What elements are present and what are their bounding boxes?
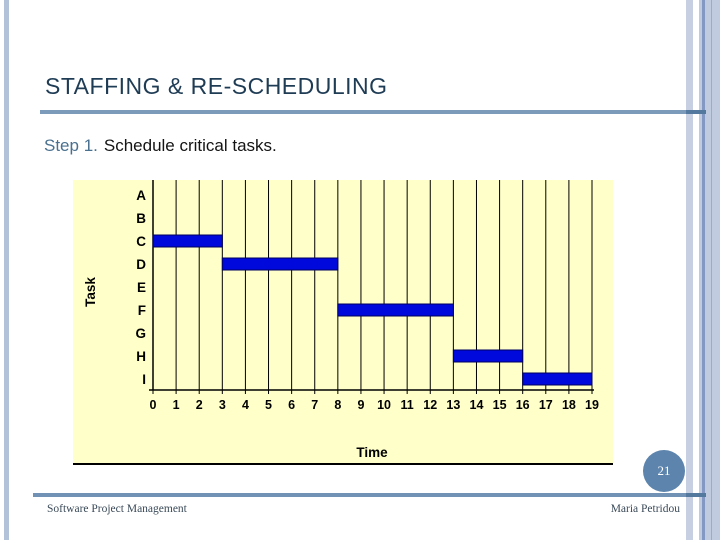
title-underline-accent [686, 110, 706, 114]
task-label-C: C [136, 234, 146, 249]
x-tick-label-1: 1 [173, 398, 180, 412]
x-tick-label-3: 3 [219, 398, 226, 412]
x-tick-label-17: 17 [539, 398, 553, 412]
x-tick-label-6: 6 [288, 398, 295, 412]
x-tick-label-19: 19 [585, 398, 599, 412]
task-label-G: G [135, 326, 146, 341]
x-axis-title: Time [356, 445, 388, 460]
x-tick-label-8: 8 [334, 398, 341, 412]
task-label-D: D [136, 257, 146, 272]
right-edge-band-outer [686, 0, 693, 540]
x-tick-label-0: 0 [150, 398, 157, 412]
task-label-H: H [136, 349, 146, 364]
task-label-E: E [137, 280, 146, 295]
x-tick-label-15: 15 [493, 398, 507, 412]
gantt-bar-I [522, 372, 593, 386]
x-tick-label-4: 4 [242, 398, 249, 412]
step-label: Step 1. [44, 136, 98, 155]
step-text: Step 1. Schedule critical tasks. [44, 134, 277, 158]
page-number-badge: 21 [643, 450, 685, 492]
footer-divider-accent [686, 493, 706, 497]
x-tick-label-18: 18 [562, 398, 576, 412]
x-tick-label-5: 5 [265, 398, 272, 412]
step-description: Schedule critical tasks. [103, 136, 277, 155]
footer-author: Maria Petridou [610, 503, 680, 515]
x-tick-label-13: 13 [446, 398, 460, 412]
task-label-B: B [136, 211, 146, 226]
gantt-bar-C [152, 234, 223, 248]
page-number: 21 [657, 463, 671, 478]
left-edge-decoration [4, 0, 9, 540]
slide-title: STAFFING & RE-SCHEDULING [45, 73, 388, 99]
x-tick-label-12: 12 [423, 398, 437, 412]
gantt-bar-F [337, 303, 454, 317]
x-tick-label-10: 10 [377, 398, 391, 412]
gantt-chart: 0 1 2 3 4 5 6 7 8 9 10 11 12 13 14 15 16 17 18 19 A B C D E F G H I T… [73, 180, 613, 465]
x-tick-label-16: 16 [516, 398, 530, 412]
task-label-A: A [136, 188, 146, 203]
x-tick-label-9: 9 [357, 398, 364, 412]
x-tick-label-2: 2 [196, 398, 203, 412]
gantt-chart-svg: 0 1 2 3 4 5 6 7 8 9 10 11 12 13 14 15 16 17 18 19ABCDEFGHIT… [83, 180, 599, 460]
y-axis-title: Task [83, 277, 98, 307]
gantt-bar-D [221, 257, 339, 271]
x-tick-label-11: 11 [401, 398, 414, 412]
footer-divider [33, 493, 706, 497]
x-tick-label-7: 7 [311, 398, 318, 412]
right-edge-stripe [702, 0, 705, 540]
title-underline [40, 110, 706, 114]
task-label-F: F [138, 303, 146, 318]
footer-course-title: Software Project Management [47, 503, 187, 515]
right-edge-stripe-thin [711, 0, 712, 540]
gantt-bar-H [452, 349, 524, 363]
task-label-I: I [142, 372, 146, 387]
x-tick-label-14: 14 [470, 398, 484, 412]
